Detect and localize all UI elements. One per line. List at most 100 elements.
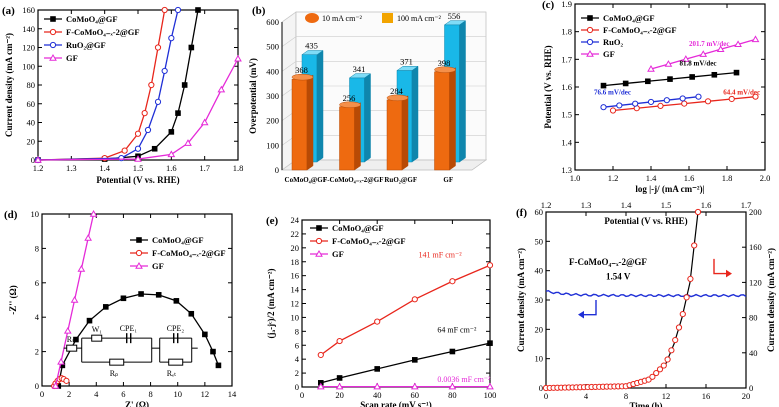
x-tick-label: 8: [624, 391, 628, 401]
plot-frame: [41, 213, 233, 387]
legend-label: CoMoO₄@GF: [603, 13, 655, 23]
panel-label: (b): [252, 5, 266, 17]
x-axis-label: Potential (V vs. RHE): [96, 175, 179, 185]
y-tick-label: 10: [31, 209, 40, 219]
y-tick-label: 24: [291, 215, 300, 225]
data-point: [649, 373, 656, 380]
data-point: [704, 98, 712, 105]
data-point: [148, 81, 155, 89]
bar-side: [459, 20, 466, 163]
data-point: [681, 55, 690, 62]
resistor: [66, 344, 78, 352]
y-axis-label: Current density (mA cm⁻²): [4, 33, 14, 137]
series-line: [57, 293, 220, 387]
slope-label: 64 mF cm⁻²: [437, 326, 477, 335]
legend-marker: [49, 28, 57, 36]
data-point: [195, 7, 201, 13]
y-tick-label: 0: [31, 155, 35, 165]
data-point: [154, 98, 162, 105]
data-point: [63, 377, 70, 384]
x-tick-label: 1.0: [570, 173, 581, 183]
x-tick-label: 1.8: [722, 173, 733, 183]
y-tick-label: 12: [291, 299, 300, 309]
data-point: [134, 130, 142, 137]
data-point: [151, 145, 158, 152]
legend-label: CoMoO₄@GF: [152, 235, 204, 245]
slope-label: 64.4 mV/dec: [723, 88, 760, 96]
y-tick-label: 1.8: [561, 27, 572, 37]
y-tick-label: 20: [291, 243, 300, 253]
x-tick-label: 1.7: [199, 163, 210, 173]
data-point: [691, 242, 698, 249]
legend-marker: [586, 49, 594, 57]
y-tick-label: 20: [27, 136, 36, 146]
legend-label: RuO₂@GF: [66, 40, 106, 50]
x-tick-label-top: 1.2: [541, 200, 552, 210]
y-tick-label: 1.7: [561, 54, 572, 64]
legend-label: GF: [66, 53, 78, 63]
data-point: [656, 366, 664, 373]
series-line: [320, 342, 491, 384]
y-tick-label: 6: [295, 340, 299, 350]
x-tick-label: 4: [584, 391, 589, 401]
bar-10: [386, 99, 403, 171]
legend-label: F-CoMoO₄₋ₓ-2@GF: [332, 236, 406, 246]
circuit-label: Rₚ: [110, 369, 119, 378]
y-tick-label: 60: [535, 207, 544, 217]
y-axis-label: -Z'' (Ω): [8, 285, 18, 314]
data-point: [411, 296, 418, 303]
y-tick-label: 0: [35, 381, 39, 391]
circuit-label: Rₛ: [67, 335, 75, 344]
y-tick-label: 1.3: [561, 165, 572, 175]
data-point: [202, 331, 208, 338]
data-point: [141, 110, 148, 117]
x-tick-label: 20: [335, 390, 344, 400]
data-point: [660, 362, 667, 369]
circuit-label: CPE₂: [167, 324, 185, 333]
y-axis-label: Potential (V vs. RHE): [543, 45, 553, 128]
data-point: [681, 100, 688, 107]
data-point: [173, 298, 180, 304]
y-tick-label: 160: [22, 5, 35, 15]
y-tick-label: 8: [295, 326, 299, 336]
data-point: [168, 129, 175, 135]
panel-a: 1.2 1.3 1.4 1.5 1.6 1.7 1.8 0 20 40 60 80 100 120 140 1…: [2, 5, 243, 185]
x-tick-label: 1.5: [133, 163, 144, 173]
y-tick-label: 300: [266, 91, 279, 101]
data-point: [695, 93, 702, 100]
legend-marker: [49, 41, 57, 49]
y-tick-label: 140: [22, 24, 35, 34]
legend-marker: [315, 237, 323, 245]
data-point: [663, 97, 670, 104]
arrow-right: [713, 258, 728, 275]
data-point: [668, 347, 675, 354]
x-tick-label: 0: [300, 390, 304, 400]
y-tick-label: 1.9: [561, 0, 572, 9]
data-label: 398: [438, 58, 451, 68]
y-axis-label: Current density (mA cm⁻²): [516, 248, 526, 352]
legend-label: GF: [152, 261, 164, 271]
resistor: [168, 358, 184, 366]
y-tick-label: 40: [535, 266, 544, 276]
x-tick-label: 1.3: [66, 163, 77, 173]
y-tick-label: 0: [295, 382, 299, 392]
panel-label: (a): [2, 5, 15, 17]
bar-10: [291, 78, 308, 171]
x-tick-label: 1.6: [684, 173, 695, 183]
arrow-right-head: [726, 269, 732, 278]
y-tick-label: 400: [266, 66, 279, 76]
data-point: [657, 102, 664, 110]
data-point: [486, 262, 494, 269]
legend-marker: [315, 249, 323, 257]
data-point: [34, 155, 42, 163]
x-tick-label: 2.0: [760, 173, 771, 183]
circuit-label: W₁: [92, 325, 103, 334]
category-label: RuO₂@GF: [384, 176, 417, 184]
bar-top: [434, 66, 456, 73]
data-point: [335, 382, 344, 390]
y-tick-label: 100: [266, 140, 279, 150]
data-point: [134, 145, 142, 152]
data-point: [647, 65, 655, 72]
